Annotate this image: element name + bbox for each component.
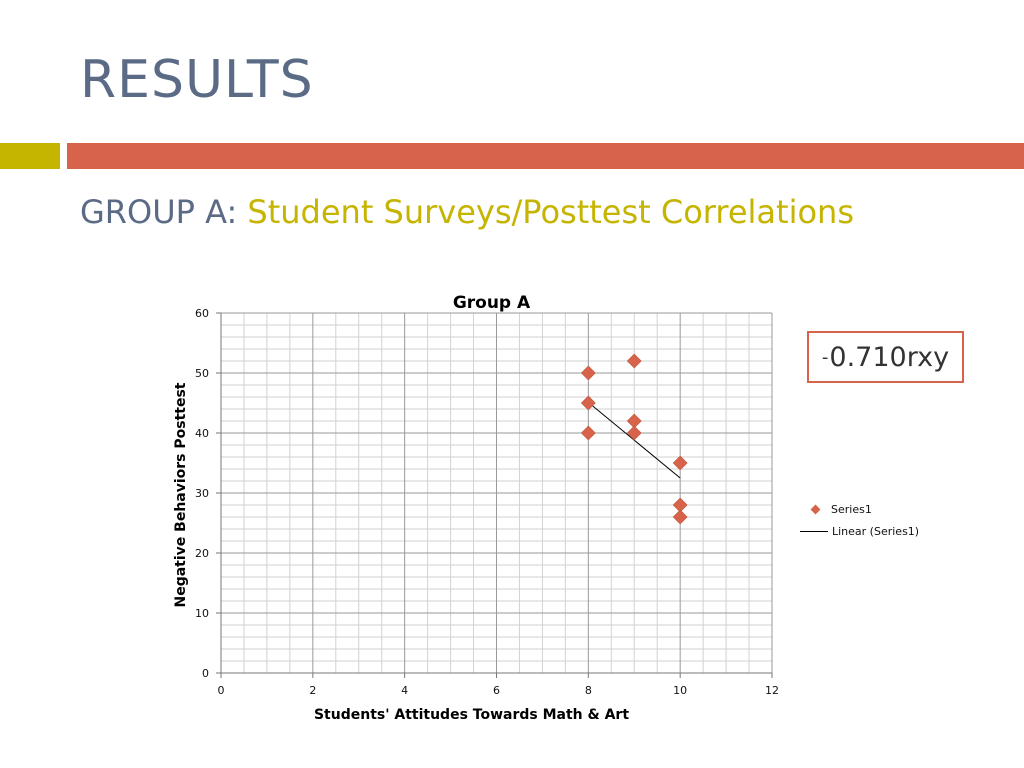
y-tick-label: 60 (195, 307, 209, 320)
y-tick-label: 50 (195, 367, 209, 380)
subtitle-highlight: Student Surveys/Posttest Correlations (247, 193, 854, 231)
subtitle-prefix: GROUP A: (80, 193, 248, 231)
legend-label-series1: Series1 (831, 502, 872, 516)
x-tick-label: 4 (401, 684, 408, 697)
x-tick-label: 8 (585, 684, 592, 697)
correlation-box: -0.710rxy (807, 331, 964, 383)
y-axis-title: Negative Behaviors Posttest (173, 382, 189, 607)
legend-item-series1: Series1 (800, 498, 919, 520)
x-axis-title: Students' Attitudes Towards Math & Art (314, 707, 629, 723)
legend-marker-icon (810, 504, 821, 514)
x-tick-label: 10 (673, 684, 687, 697)
legend-label-trendline: Linear (Series1) (832, 524, 920, 538)
legend-line-icon (800, 530, 828, 532)
x-tick-label: 6 (493, 684, 500, 697)
accent-bar-orange (67, 143, 1024, 169)
data-point (672, 509, 688, 525)
chart-title: Group A (453, 293, 531, 313)
slide-title: RESULTS (80, 50, 314, 110)
data-point (626, 425, 642, 441)
y-tick-label: 40 (195, 427, 209, 440)
x-tick-label: 12 (765, 684, 779, 697)
y-tick-label: 0 (202, 667, 209, 680)
x-tick-label: 0 (218, 684, 225, 697)
y-tick-label: 30 (195, 487, 209, 500)
data-point (580, 395, 596, 411)
legend-item-trendline: Linear (Series1) (800, 520, 919, 542)
data-point (626, 353, 642, 369)
correlation-value: 0.710rxy (829, 341, 950, 373)
data-point (580, 425, 596, 441)
slide-subtitle: GROUP A: Student Surveys/Posttest Correl… (80, 193, 854, 231)
correlation-sign: - (821, 346, 829, 368)
y-tick-label: 20 (195, 547, 209, 560)
data-point (580, 365, 596, 381)
y-tick-label: 10 (195, 607, 209, 620)
data-point (672, 455, 688, 471)
chart-legend: Series1 Linear (Series1) (800, 498, 919, 542)
accent-bar-gold (0, 143, 60, 169)
x-tick-label: 2 (309, 684, 316, 697)
